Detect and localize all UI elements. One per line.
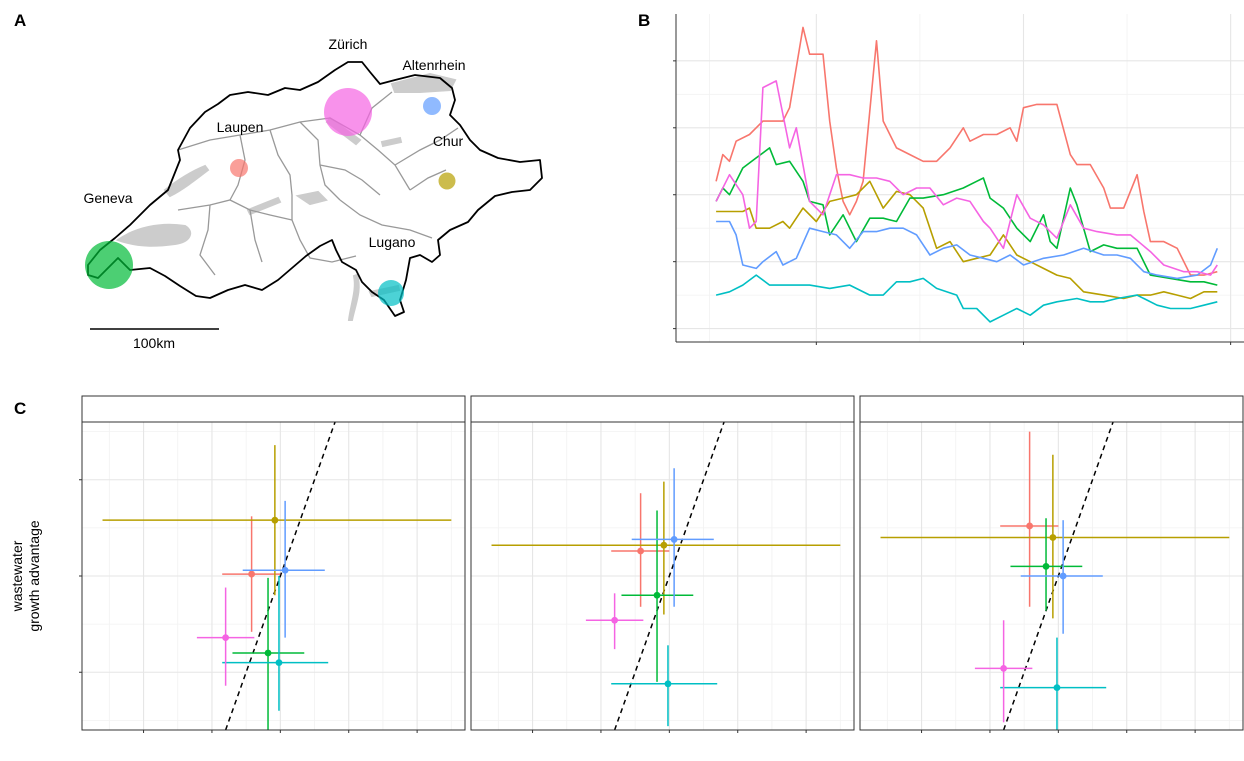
point-lugano — [275, 659, 283, 667]
lake-geneva — [115, 223, 192, 247]
point-laupen — [1026, 522, 1034, 530]
facet-ngs — [79, 395, 466, 733]
site-label-zurich: Zürich — [329, 36, 368, 52]
point-zurich — [611, 616, 619, 624]
point-chur — [271, 516, 279, 524]
point-altenrhein — [281, 566, 289, 574]
national-border — [87, 61, 543, 317]
lake-neuchatel — [163, 164, 210, 198]
point-geneva — [1042, 562, 1050, 570]
switzerland-map: 100km Zürich Altenrhein Laupen Chur Gene… — [83, 36, 543, 351]
point-lugano — [664, 680, 672, 688]
lake-thun — [246, 196, 282, 216]
panel-b-line-chart — [673, 14, 1244, 345]
point-geneva — [264, 649, 272, 657]
scale-bar-label: 100km — [133, 335, 175, 351]
site-bubble-laupen — [230, 159, 248, 177]
point-zurich — [222, 634, 230, 641]
series-line-altenrhein — [716, 220, 1219, 280]
site-bubble-lugano — [378, 280, 404, 306]
point-lugano — [1053, 684, 1061, 692]
series-line-lugano — [715, 274, 1218, 323]
point-laupen — [248, 570, 256, 578]
site-label-altenrhein: Altenrhein — [402, 57, 465, 73]
panel-c-scatter-facets: wastewater growth advantage — [9, 395, 1244, 733]
facet-border — [859, 421, 1244, 731]
facet-s-hv69-70-dpcr — [470, 395, 855, 733]
site-label-laupen: Laupen — [217, 119, 264, 135]
site-bubble-chur — [438, 172, 456, 190]
series-line-geneva — [715, 147, 1218, 286]
facet-strip — [81, 395, 466, 423]
site-bubble-altenrhein — [423, 97, 441, 115]
site-label-lugano: Lugano — [369, 234, 416, 250]
facet-strip — [859, 395, 1244, 423]
plot-area-b — [676, 14, 1244, 342]
point-zurich — [1000, 665, 1008, 672]
series-line-laupen — [715, 26, 1218, 276]
lake-walen — [380, 136, 403, 148]
point-altenrhein — [1059, 572, 1067, 580]
facet-strip — [470, 395, 855, 423]
series-line-zurich — [715, 80, 1218, 276]
canton-borders — [177, 91, 459, 276]
lakes — [115, 72, 457, 321]
site-bubble-zurich — [324, 88, 372, 136]
point-chur — [660, 541, 668, 549]
reference-line-y-equals-x — [224, 421, 336, 731]
lake-maggiore — [347, 273, 360, 321]
point-altenrhein — [670, 536, 678, 543]
panel-label-a: A — [14, 11, 26, 30]
point-geneva — [653, 591, 661, 599]
lake-lucerne — [295, 190, 328, 206]
site-label-geneva: Geneva — [83, 190, 132, 206]
site-bubble-geneva — [85, 241, 133, 289]
point-chur — [1049, 534, 1057, 541]
panel-label-c: C — [14, 399, 26, 418]
facet-border — [470, 421, 855, 731]
facet-l452r-dpcr — [859, 395, 1244, 733]
point-laupen — [637, 547, 645, 555]
reference-line-y-equals-x — [613, 421, 725, 731]
facet-border — [81, 421, 466, 731]
site-label-chur: Chur — [433, 133, 464, 149]
panel-label-b: B — [638, 11, 650, 30]
y-axis-title-line-2: growth advantage — [26, 520, 42, 632]
y-axis-title-line-1: wastewater — [9, 540, 25, 612]
